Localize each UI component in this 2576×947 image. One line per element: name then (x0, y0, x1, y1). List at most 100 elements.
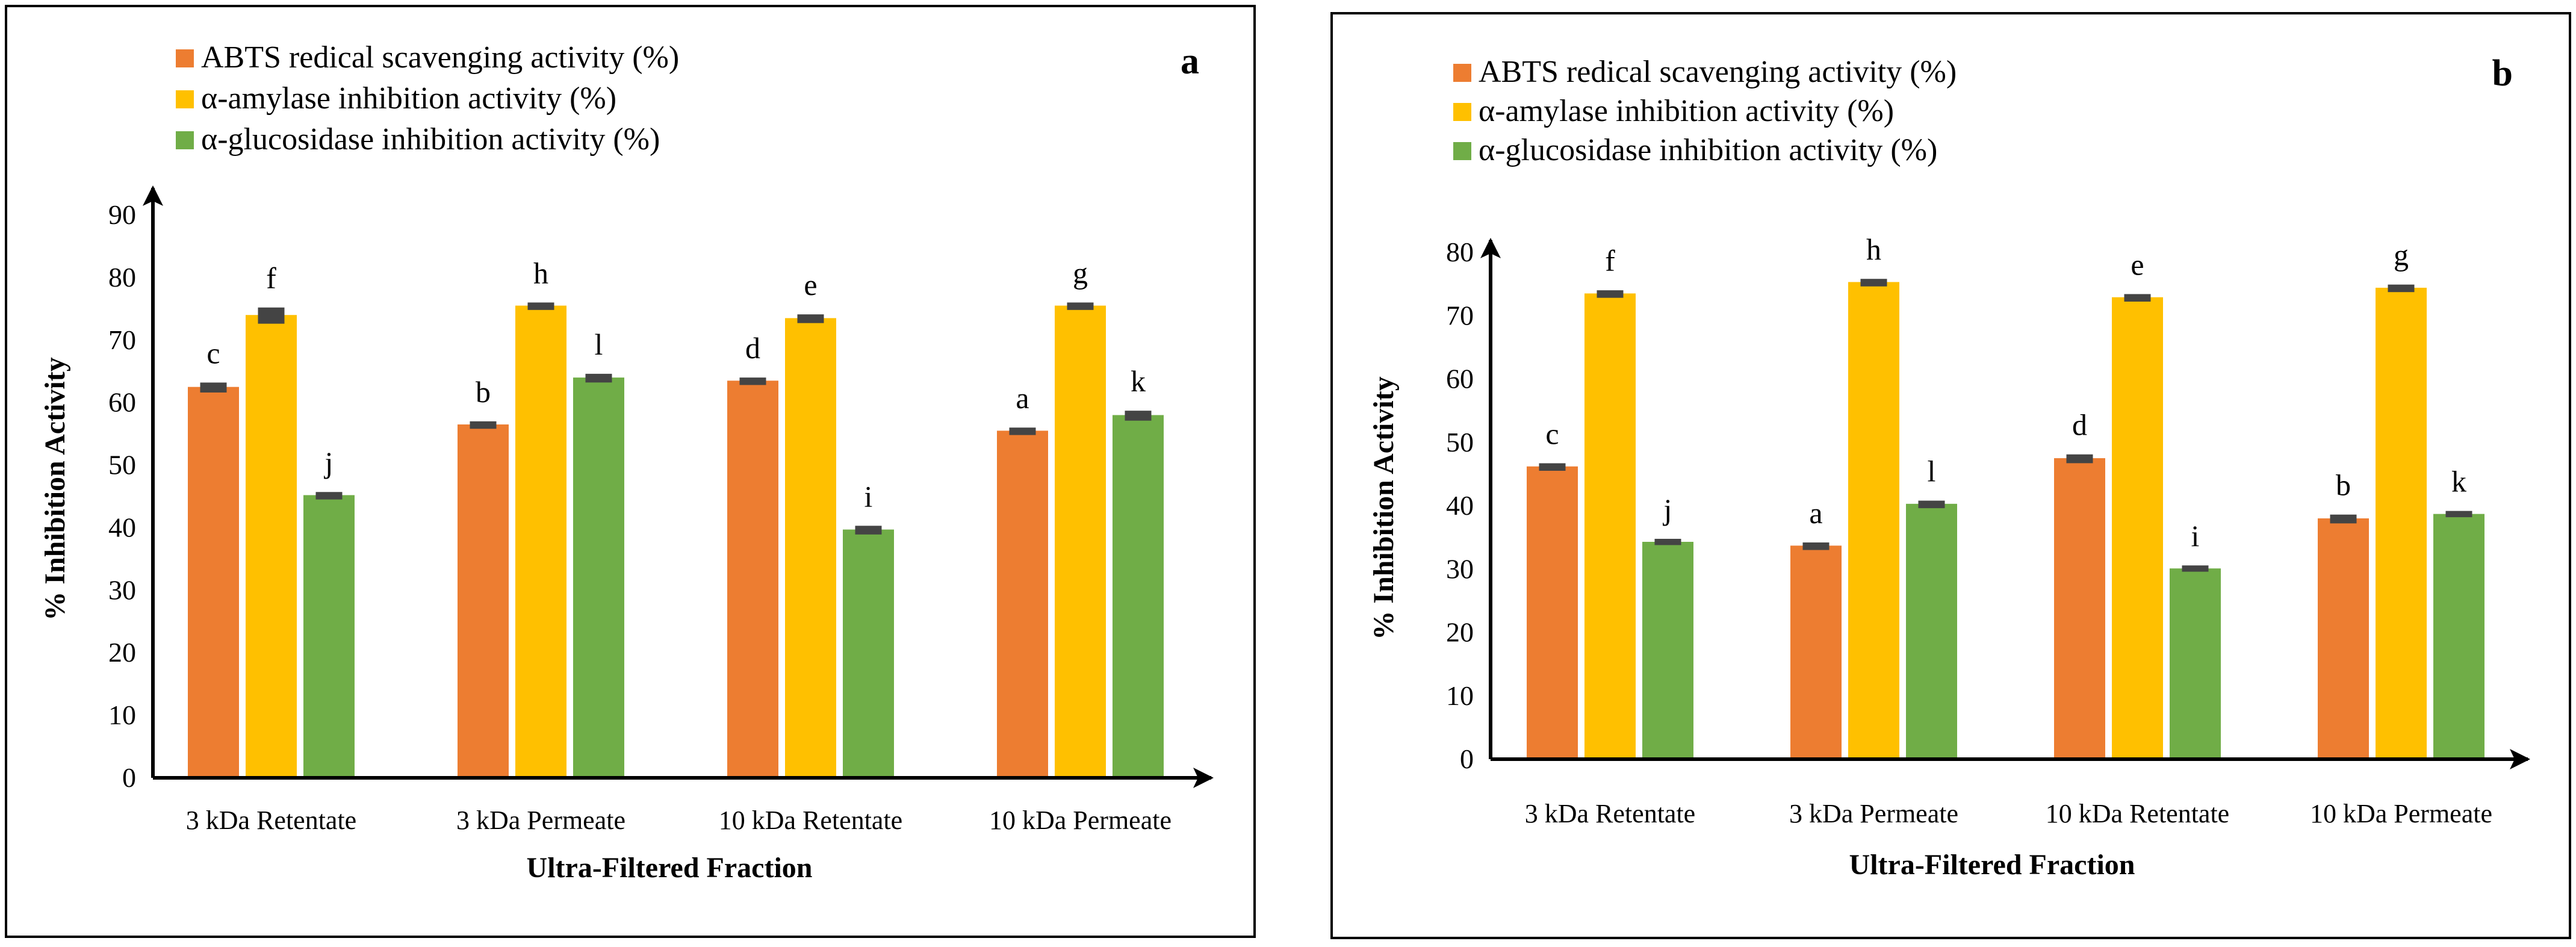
bar-1-3 (2054, 458, 2105, 759)
significance-letter: c (206, 336, 220, 370)
y-tick-label: 50 (1446, 427, 1474, 458)
error-bar (1597, 290, 1624, 298)
error-bar (2388, 284, 2415, 293)
bar-1-2 (1790, 545, 1842, 759)
significance-letter: a (1809, 496, 1822, 530)
significance-letter: k (1131, 364, 1146, 398)
significance-letter: b (476, 375, 491, 409)
error-bar (797, 314, 824, 323)
bar-1-2 (458, 424, 509, 778)
bar-1-3 (727, 380, 778, 778)
significance-letter: e (2131, 247, 2144, 281)
significance-letter: j (1663, 492, 1672, 526)
error-bar (1654, 538, 1681, 545)
error-bar (200, 382, 227, 393)
y-tick-label: 20 (1446, 617, 1474, 648)
category-label: 10 kDa Retentate (2046, 799, 2229, 828)
bar-2-1 (1584, 293, 1636, 760)
category-label: 3 kDa Retentate (1525, 799, 1695, 828)
bar-1-1 (1527, 466, 1578, 759)
significance-letter: e (804, 268, 817, 302)
error-bar (2182, 565, 2209, 572)
error-bar (1918, 500, 1945, 509)
category-label: 3 kDa Retentate (186, 806, 356, 835)
significance-letter: d (745, 331, 760, 365)
legend-swatch (176, 90, 194, 108)
bar-3-4 (1113, 415, 1164, 778)
significance-letter: g (2394, 238, 2409, 272)
error-bar (2124, 294, 2151, 302)
error-bar (585, 373, 612, 383)
y-tick-label: 70 (108, 324, 136, 355)
bar-3-4 (2433, 514, 2484, 759)
error-bar (1009, 427, 1036, 435)
y-axis-title: % Inhibition Activity (39, 357, 71, 620)
x-axis-title: Ultra-Filtered Fraction (527, 852, 813, 884)
y-tick-label: 60 (108, 387, 136, 418)
y-tick-label: 10 (108, 700, 136, 730)
error-bar (855, 526, 882, 535)
bar-3-2 (573, 377, 624, 778)
y-tick-label: 80 (108, 262, 136, 293)
error-bar (1802, 542, 1830, 550)
category-label: 10 kDa Permeate (2310, 799, 2492, 828)
error-bar (1125, 411, 1152, 421)
category-label: 3 kDa Permeate (1789, 799, 1958, 828)
significance-letter: h (533, 256, 548, 290)
significance-letter: i (2191, 519, 2200, 553)
bar-2-2 (515, 305, 566, 778)
error-bar (2445, 511, 2472, 518)
chart-panel-a: 0 10 20 30 40 50 60 70 80 90 c b d a f h e g j l i k 3 kDa Ret… (5, 5, 1256, 938)
legend-label: ABTS redical scavenging activity (%) (1479, 55, 1957, 89)
panel-label: b (2492, 53, 2513, 94)
y-tick-label: 90 (108, 199, 136, 230)
error-bar (258, 307, 285, 324)
bar-2-4 (2376, 287, 2427, 759)
legend-label: α-amylase inhibition activity (%) (1479, 94, 1894, 128)
significance-letter: l (1928, 455, 1936, 488)
error-bar (739, 377, 766, 385)
bar-3-1 (1642, 541, 1693, 759)
legend-swatch (176, 131, 194, 149)
bar-chart-b: 0 10 20 30 40 50 60 70 80 c a d b f h e g j l i k 3 kDa Reten… (1368, 53, 2530, 881)
category-label: 10 kDa Permeate (989, 806, 1172, 835)
bar-2-2 (1848, 282, 1899, 759)
legend-label: α-glucosidase inhibition activity (%) (1479, 133, 1937, 167)
error-bar (2330, 514, 2357, 524)
significance-letter: h (1866, 232, 1881, 266)
significance-letter: b (2336, 468, 2351, 502)
significance-letter: j (324, 446, 334, 479)
error-bar (527, 302, 554, 310)
significance-letter: l (595, 328, 603, 361)
panel-label: a (1181, 41, 1199, 82)
significance-letter: g (1073, 256, 1088, 290)
y-tick-label: 40 (108, 512, 136, 542)
bar-1-4 (2318, 518, 2369, 759)
y-tick-label: 30 (1446, 553, 1474, 584)
y-tick-label: 80 (1446, 237, 1474, 267)
bar-3-3 (843, 529, 894, 778)
error-bar (470, 421, 497, 429)
bar-2-3 (785, 318, 836, 778)
bar-1-1 (188, 387, 239, 778)
bar-1-4 (997, 430, 1048, 778)
legend-label: ABTS redical scavenging activity (%) (201, 40, 679, 75)
y-axis-title: % Inhibition Activity (1368, 376, 1400, 639)
bar-3-3 (2170, 568, 2221, 759)
y-tick-label: 0 (122, 762, 136, 793)
bar-chart-a: 0 10 20 30 40 50 60 70 80 90 c b d a f h e g j l i k 3 kDa Ret… (39, 40, 1214, 884)
legend-swatch (1453, 64, 1471, 82)
significance-letter: d (2072, 408, 2087, 442)
y-tick-label: 50 (108, 450, 136, 480)
bar-2-4 (1055, 305, 1106, 778)
significance-letter: f (1605, 244, 1615, 278)
bar-3-2 (1906, 503, 1957, 759)
bar-2-3 (2112, 297, 2163, 759)
error-bar (1539, 463, 1566, 471)
legend-swatch (176, 49, 194, 67)
legend-swatch (1453, 142, 1471, 160)
significance-letter: f (266, 261, 276, 295)
y-tick-label: 0 (1460, 744, 1474, 774)
significance-letter: k (2451, 465, 2466, 498)
y-tick-label: 30 (108, 574, 136, 605)
